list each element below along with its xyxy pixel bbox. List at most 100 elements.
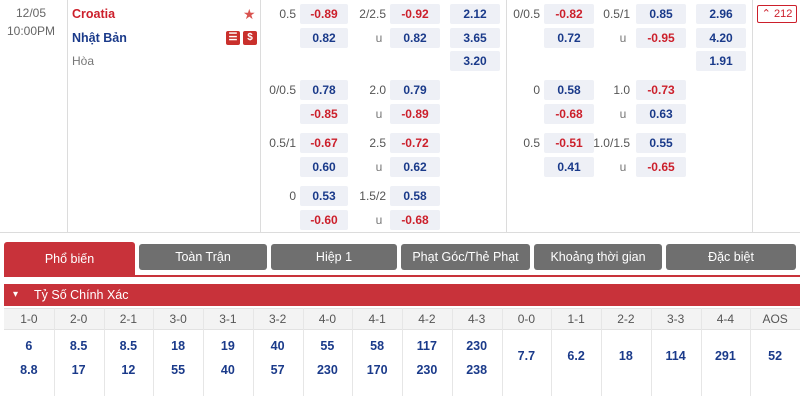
draw-label: Hòa [72,54,95,68]
tab-full-match[interactable]: Toàn Trận [139,244,267,270]
score-label: 4-4 [700,308,751,330]
score-odds[interactable]: 230 [416,363,438,377]
ft-ou-u: u [375,107,383,121]
more-markets-button[interactable]: ⌃ 212 [757,5,797,23]
h1-hdp-away[interactable]: -0.68 [544,104,594,124]
score-label: 2-1 [103,308,154,330]
more-markets-count: 212 [773,8,793,20]
score-odds[interactable]: 19 [220,339,235,353]
ft-hdp-away-main[interactable]: 0.82 [300,28,348,48]
score-column-divider [650,308,652,396]
h1-hdp-home[interactable]: -0.51 [544,133,594,153]
h1-eu-draw[interactable]: 1.91 [696,51,746,71]
score-odds[interactable]: 52 [768,349,783,363]
score-odds[interactable]: 114 [665,349,686,363]
score-column-divider [601,308,602,396]
ft-hdp-line: 0 [289,189,296,203]
h1-hdp-away-main[interactable]: 0.72 [544,28,594,48]
score-odds[interactable]: 291 [714,349,736,363]
score-odds[interactable]: 55 [320,339,335,353]
score-odds[interactable]: 18 [171,339,186,353]
h1-ou-under[interactable]: 0.63 [636,104,686,124]
score-label: 3-2 [252,308,303,330]
ft-hdp-home-main[interactable]: -0.89 [300,4,348,24]
h1-ou-line: 1.0 [613,83,630,97]
h1-eu-away[interactable]: 4.20 [696,28,746,48]
score-label: 3-1 [203,308,253,330]
score-odds[interactable]: 55 [171,363,186,377]
match-date: 12/05 [15,6,47,20]
score-odds[interactable]: 57 [270,363,285,377]
score-odds[interactable]: 8.5 [69,339,88,353]
score-odds[interactable]: 6 [25,339,33,353]
score-column-divider [352,308,354,396]
tab-time-period[interactable]: Khoảng thời gian [534,244,662,270]
score-odds[interactable]: 8.8 [20,363,38,377]
score-column-divider [103,308,105,396]
h1-ou-over-main[interactable]: 0.85 [636,4,686,24]
h1-hdp-home-main[interactable]: -0.82 [544,4,594,24]
ft-ou-over-main[interactable]: -0.92 [390,4,440,24]
score-label: 4-0 [302,308,353,330]
score-odds[interactable]: 17 [71,363,86,377]
score-odds[interactable]: 58 [370,339,385,353]
ft-ou-over[interactable]: 0.79 [390,80,440,100]
home-team[interactable]: Croatia [72,7,116,21]
ft-ou-under[interactable]: -0.68 [390,210,440,230]
ft-hdp-away[interactable]: -0.60 [300,210,348,230]
score-column-divider [252,308,254,396]
ft-eu-home[interactable]: 2.12 [450,4,500,24]
h1-hdp-home[interactable]: 0.58 [544,80,594,100]
score-odds[interactable]: 230 [466,339,488,353]
score-odds[interactable]: 8.5 [119,339,138,353]
ft-ou-over[interactable]: -0.72 [390,133,440,153]
ft-ou-under-main[interactable]: 0.82 [390,28,440,48]
score-odds[interactable]: 170 [366,363,388,377]
score-odds[interactable]: 12 [121,363,136,377]
ft-ou-u: u [375,160,383,174]
tab-popular[interactable]: Phổ biến [4,242,135,276]
correct-score-section-header[interactable]: ▾ Tỷ Số Chính Xác [4,284,800,306]
ft-hdp-home[interactable]: -0.67 [300,133,348,153]
score-label: 2-0 [53,308,104,330]
ft-ou-under[interactable]: 0.62 [390,157,440,177]
ft-hdp-home[interactable]: 0.78 [300,80,348,100]
score-odds[interactable]: 40 [270,339,285,353]
score-odds[interactable]: 40 [220,363,235,377]
ft-hdp-away[interactable]: -0.85 [300,104,348,124]
chevron-down-icon: ▾ [13,289,19,300]
dollar-icon[interactable]: $ [243,31,257,45]
score-odds[interactable]: 238 [466,363,488,377]
ft-ou-line: 2.5 [369,136,386,150]
ft-hdp-away[interactable]: 0.60 [300,157,348,177]
ft-hdp-home[interactable]: 0.53 [300,186,348,206]
score-column-divider [750,308,752,396]
score-odds[interactable]: 18 [618,349,633,363]
ft-eu-draw[interactable]: 3.20 [450,51,500,71]
ft-ou-over[interactable]: 0.58 [390,186,440,206]
ft-ou-line: 1.5/2 [359,189,386,203]
score-odds[interactable]: 7.7 [517,349,536,363]
tab-specials[interactable]: Đặc biệt [666,244,796,270]
h1-eu-home[interactable]: 2.96 [696,4,746,24]
tab-first-half[interactable]: Hiệp 1 [271,244,397,270]
h1-ou-under[interactable]: -0.65 [636,157,686,177]
away-team[interactable]: Nhật Bản [72,31,127,45]
favorite-star-icon[interactable]: ★ [243,6,256,22]
ft-ou-line-main: 2/2.5 [359,7,386,21]
score-label: 1-1 [551,308,601,330]
score-odds[interactable]: 230 [316,363,338,377]
stats-icon[interactable]: ☰ [226,31,240,45]
h1-hdp-away[interactable]: 0.41 [544,157,594,177]
score-odds[interactable]: 6.2 [567,349,585,363]
score-column-divider [551,308,553,396]
h1-ou-under-main[interactable]: -0.95 [636,28,686,48]
score-odds[interactable]: 117 [416,339,437,353]
h1-ou-over[interactable]: 0.55 [636,133,686,153]
ft-ou-u-main: u [375,31,383,45]
score-label: AOS [750,308,800,330]
h1-ou-over[interactable]: -0.73 [636,80,686,100]
tab-corners-cards[interactable]: Phạt Góc/Thẻ Phạt [401,244,530,270]
ft-eu-away[interactable]: 3.65 [450,28,500,48]
ft-ou-under[interactable]: -0.89 [390,104,440,124]
